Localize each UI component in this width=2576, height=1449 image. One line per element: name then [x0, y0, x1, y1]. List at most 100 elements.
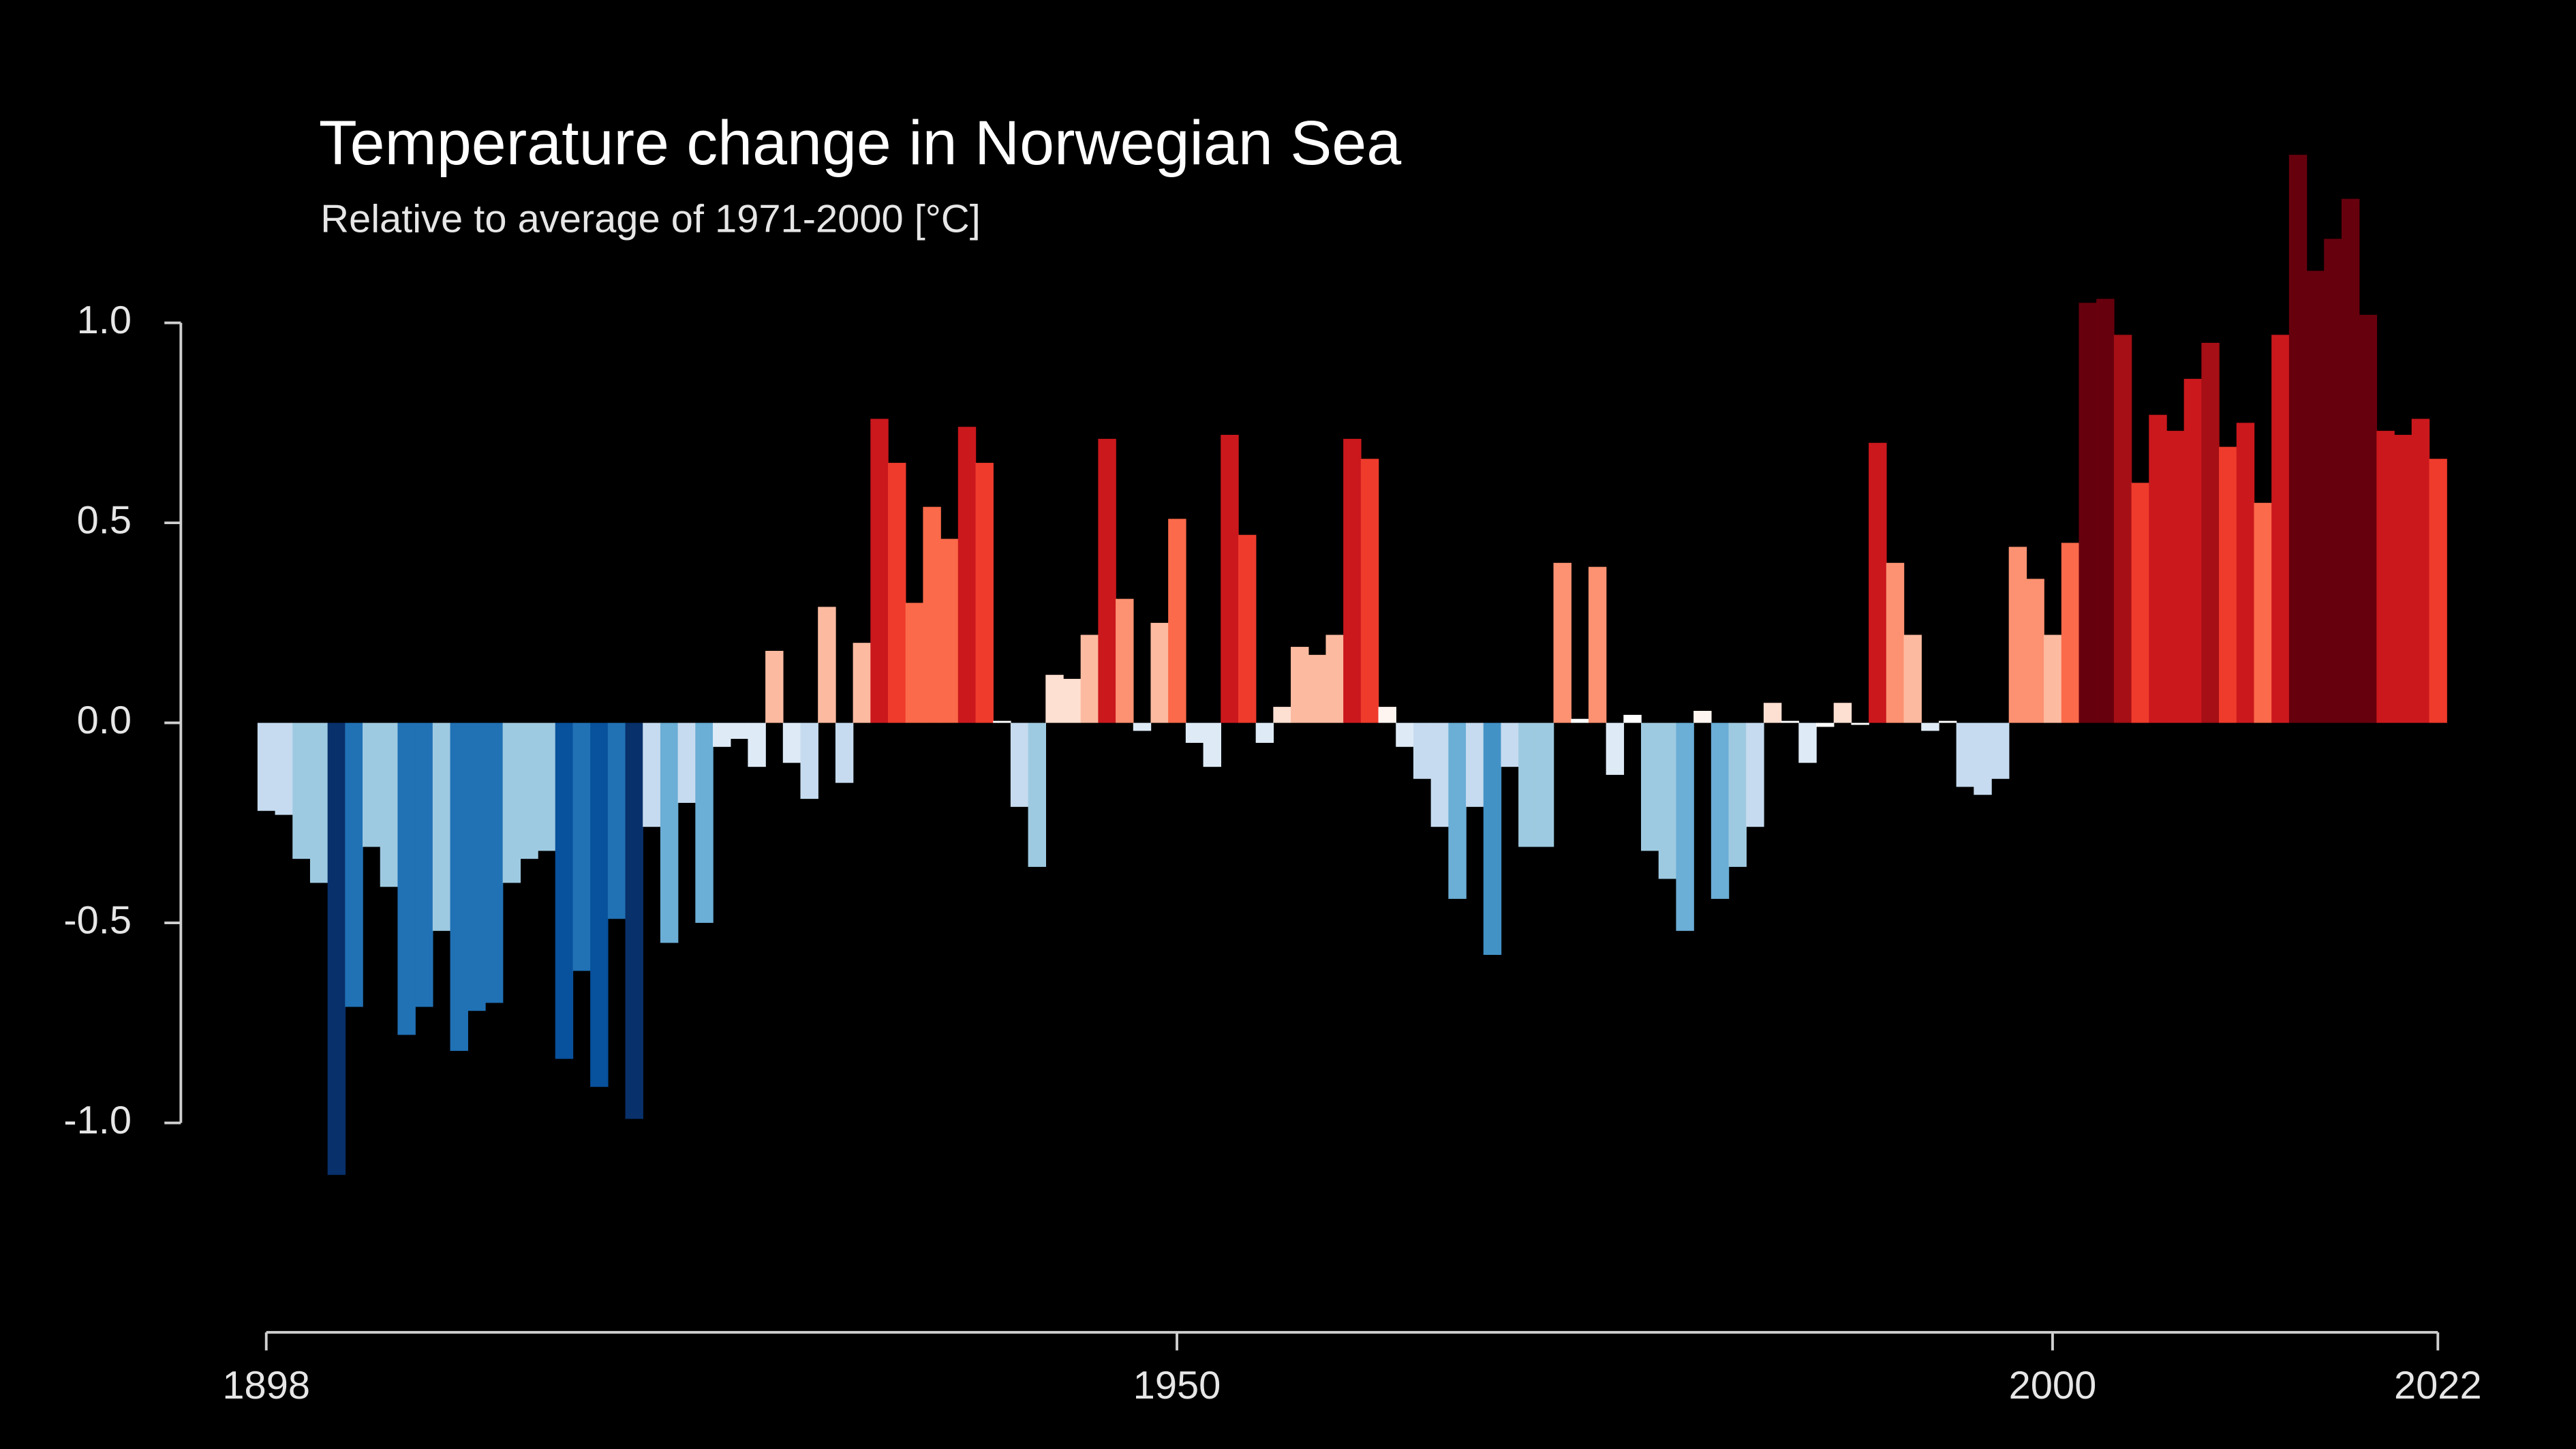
bar: [818, 607, 836, 723]
bar: [1798, 722, 1817, 763]
bar: [1606, 722, 1625, 775]
bar: [2429, 459, 2447, 723]
bar: [1291, 647, 1309, 723]
bar: [1974, 722, 1992, 795]
bar: [1991, 722, 2010, 779]
bar: [2201, 342, 2220, 723]
bar: [572, 722, 591, 971]
bar: [1693, 710, 1712, 723]
bar: [380, 722, 399, 887]
bar: [1535, 722, 1554, 847]
bar: [538, 722, 556, 851]
x-tick-label: 2000: [2009, 1364, 2097, 1407]
bar: [327, 722, 346, 1175]
bar: [590, 722, 609, 1087]
bar: [713, 722, 731, 747]
bar: [677, 722, 696, 803]
bar: [2219, 446, 2237, 723]
bar: [520, 722, 538, 859]
bar: [2113, 335, 2132, 723]
bar: [2394, 434, 2412, 723]
bar: [2026, 579, 2044, 723]
bar: [1641, 722, 1659, 851]
bar: [1886, 562, 1905, 723]
bar: [1921, 722, 1939, 731]
bar: [2096, 299, 2115, 723]
bar: [555, 722, 574, 1059]
bar: [1483, 722, 1502, 956]
bar: [2376, 431, 2395, 723]
bar: [292, 722, 311, 859]
bar: [2236, 423, 2255, 723]
bar: [415, 722, 433, 1007]
bar: [1746, 722, 1764, 827]
bar: [1501, 722, 1519, 767]
y-tick-label: -1.0: [63, 1099, 132, 1142]
bar: [2254, 502, 2272, 723]
bar: [975, 463, 994, 723]
bar: [800, 722, 818, 799]
bar: [782, 722, 801, 763]
bar: [1430, 722, 1450, 827]
bar: [1588, 566, 1607, 723]
y-tick-label: 0.0: [77, 699, 132, 742]
bar: [625, 722, 643, 1119]
bar: [432, 722, 451, 931]
bar: [309, 722, 328, 883]
bar: [1238, 534, 1257, 723]
bar: [695, 722, 714, 924]
bar: [1448, 722, 1467, 899]
bar: [2183, 378, 2203, 723]
bar: [607, 722, 626, 919]
bar: [1763, 703, 1782, 723]
bar: [1045, 675, 1064, 723]
bar: [1378, 707, 1396, 723]
bar: [1308, 654, 1327, 723]
bar: [835, 722, 854, 783]
bar: [2288, 155, 2307, 723]
bar: [2341, 198, 2360, 723]
bar: [1360, 459, 1379, 723]
bar: [923, 506, 941, 723]
bar: [1728, 722, 1747, 867]
bar: [1273, 707, 1291, 723]
bar: [450, 722, 468, 1051]
bar: [257, 722, 276, 811]
bar: [1343, 438, 1362, 723]
bar: [1553, 562, 1571, 723]
bar: [1676, 722, 1694, 931]
bar: [397, 722, 416, 1035]
bar: [485, 722, 504, 1003]
bar: [1851, 722, 1869, 725]
bar: [643, 722, 661, 827]
bar: [1833, 703, 1852, 723]
bar: [1098, 438, 1116, 723]
bar: [1062, 679, 1082, 723]
bar: [957, 427, 977, 723]
x-tick-label: 1898: [222, 1364, 310, 1407]
chart-title: Temperature change in Norwegian Sea: [319, 108, 1401, 178]
bar: [1185, 722, 1204, 743]
bar: [1466, 722, 1484, 807]
x-tick-label: 2022: [2394, 1364, 2482, 1407]
bar: [2306, 271, 2325, 723]
bar: [905, 603, 924, 723]
bar: [730, 722, 749, 739]
bar: [2271, 335, 2290, 723]
bar: [888, 463, 906, 723]
bar: [660, 722, 679, 943]
bar: [363, 722, 381, 847]
bar: [1869, 442, 1887, 723]
bar: [1518, 722, 1537, 847]
bar: [1781, 720, 1800, 723]
bar: [1816, 722, 1835, 727]
bar: [502, 722, 521, 883]
bar: [2149, 414, 2167, 723]
bar: [1010, 722, 1029, 807]
bar: [1133, 722, 1152, 731]
bar: [1116, 598, 1134, 723]
bar: [2061, 543, 2080, 723]
bar: [2044, 635, 2062, 723]
bar: [870, 418, 889, 723]
